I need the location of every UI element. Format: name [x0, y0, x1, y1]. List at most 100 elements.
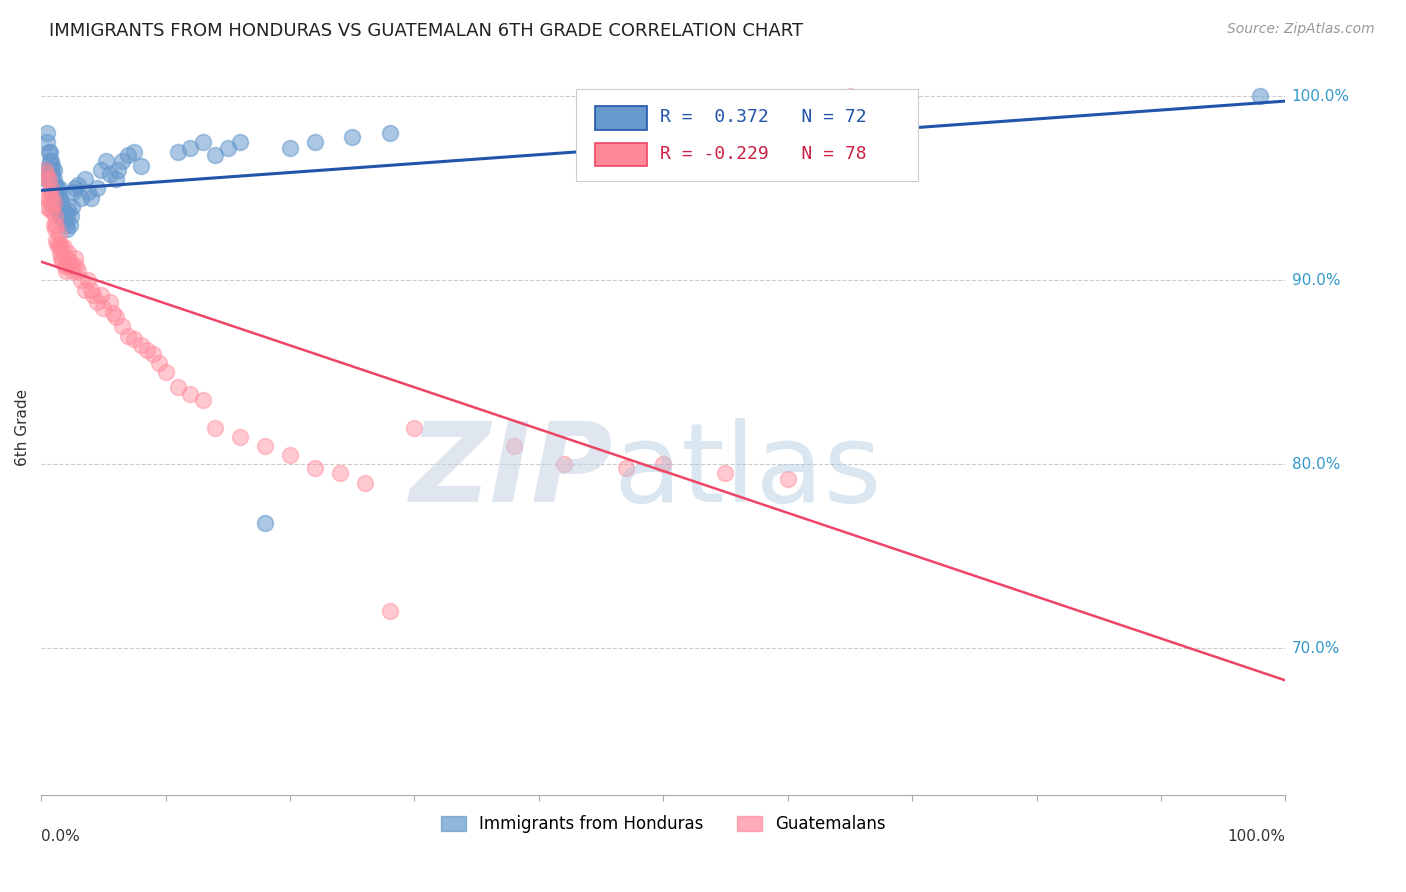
Point	[53, 214, 76, 228]
Text: 90.0%: 90.0%	[1292, 273, 1340, 288]
Point	[53, 259, 76, 273]
FancyBboxPatch shape	[595, 143, 647, 166]
Point	[135, 343, 157, 358]
Point	[77, 185, 100, 199]
Point	[52, 203, 75, 218]
Point	[124, 145, 146, 159]
Point	[49, 203, 72, 218]
Text: Source: ZipAtlas.com: Source: ZipAtlas.com	[1227, 22, 1375, 37]
Text: 0.0%: 0.0%	[41, 829, 80, 844]
Text: 100.0%: 100.0%	[1292, 89, 1350, 103]
Text: R = -0.229   N = 78: R = -0.229 N = 78	[659, 145, 866, 162]
Point	[98, 295, 121, 310]
Point	[59, 255, 82, 269]
Point	[45, 200, 67, 214]
Point	[278, 141, 301, 155]
Point	[104, 172, 127, 186]
Point	[39, 196, 62, 211]
Point	[404, 420, 426, 434]
Point	[838, 89, 860, 103]
Point	[67, 264, 90, 278]
Point	[44, 185, 66, 199]
Text: R =  0.372   N = 72: R = 0.372 N = 72	[659, 108, 866, 126]
Text: IMMIGRANTS FROM HONDURAS VS GUATEMALAN 6TH GRADE CORRELATION CHART: IMMIGRANTS FROM HONDURAS VS GUATEMALAN 6…	[49, 22, 803, 40]
Point	[42, 172, 65, 186]
Text: ZIP: ZIP	[411, 418, 613, 525]
Y-axis label: 6th Grade: 6th Grade	[15, 389, 30, 466]
Point	[52, 252, 75, 266]
Point	[503, 439, 526, 453]
Point	[70, 190, 93, 204]
Point	[44, 178, 66, 192]
Point	[51, 209, 73, 223]
Point	[32, 190, 55, 204]
Point	[278, 448, 301, 462]
Point	[614, 461, 637, 475]
Point	[45, 233, 67, 247]
Point	[329, 467, 352, 481]
Point	[59, 209, 82, 223]
Point	[51, 200, 73, 214]
Point	[652, 458, 675, 472]
Point	[49, 236, 72, 251]
Point	[45, 190, 67, 204]
Point	[38, 153, 60, 168]
Point	[46, 196, 69, 211]
Point	[38, 145, 60, 159]
Point	[86, 181, 108, 195]
Point	[103, 306, 125, 320]
Point	[204, 420, 226, 434]
Text: 100.0%: 100.0%	[1227, 829, 1285, 844]
Point	[111, 153, 134, 168]
Point	[49, 252, 72, 266]
Point	[35, 172, 58, 186]
FancyBboxPatch shape	[576, 89, 918, 181]
Point	[41, 159, 63, 173]
Point	[148, 356, 170, 370]
Point	[80, 190, 103, 204]
Point	[254, 516, 277, 531]
Point	[49, 200, 72, 214]
Point	[179, 141, 201, 155]
Point	[39, 181, 62, 195]
Point	[714, 467, 737, 481]
Point	[48, 203, 70, 218]
Point	[217, 141, 239, 155]
Point	[56, 222, 79, 236]
Point	[42, 163, 65, 178]
Point	[59, 218, 82, 232]
Point	[48, 193, 70, 207]
Point	[56, 252, 79, 266]
Point	[191, 392, 214, 407]
Point	[45, 218, 67, 232]
Point	[38, 145, 60, 159]
Point	[49, 245, 72, 260]
Point	[254, 439, 277, 453]
Point	[191, 136, 214, 150]
Point	[38, 203, 60, 218]
Point	[80, 283, 103, 297]
Point	[107, 163, 129, 178]
Point	[142, 347, 165, 361]
Point	[204, 148, 226, 162]
Point	[117, 328, 139, 343]
Point	[38, 172, 60, 186]
Point	[39, 163, 62, 178]
Point	[1250, 89, 1272, 103]
Point	[73, 172, 96, 186]
Point	[60, 200, 83, 214]
Point	[167, 145, 190, 159]
Point	[304, 136, 326, 150]
Point	[63, 181, 86, 195]
Point	[776, 472, 799, 486]
Point	[62, 264, 84, 278]
Point	[62, 185, 84, 199]
Point	[104, 310, 127, 325]
Point	[155, 365, 177, 379]
Point	[73, 283, 96, 297]
Point	[46, 181, 69, 195]
Point	[46, 236, 69, 251]
Point	[82, 288, 104, 302]
Point	[37, 136, 59, 150]
Point	[53, 207, 76, 221]
